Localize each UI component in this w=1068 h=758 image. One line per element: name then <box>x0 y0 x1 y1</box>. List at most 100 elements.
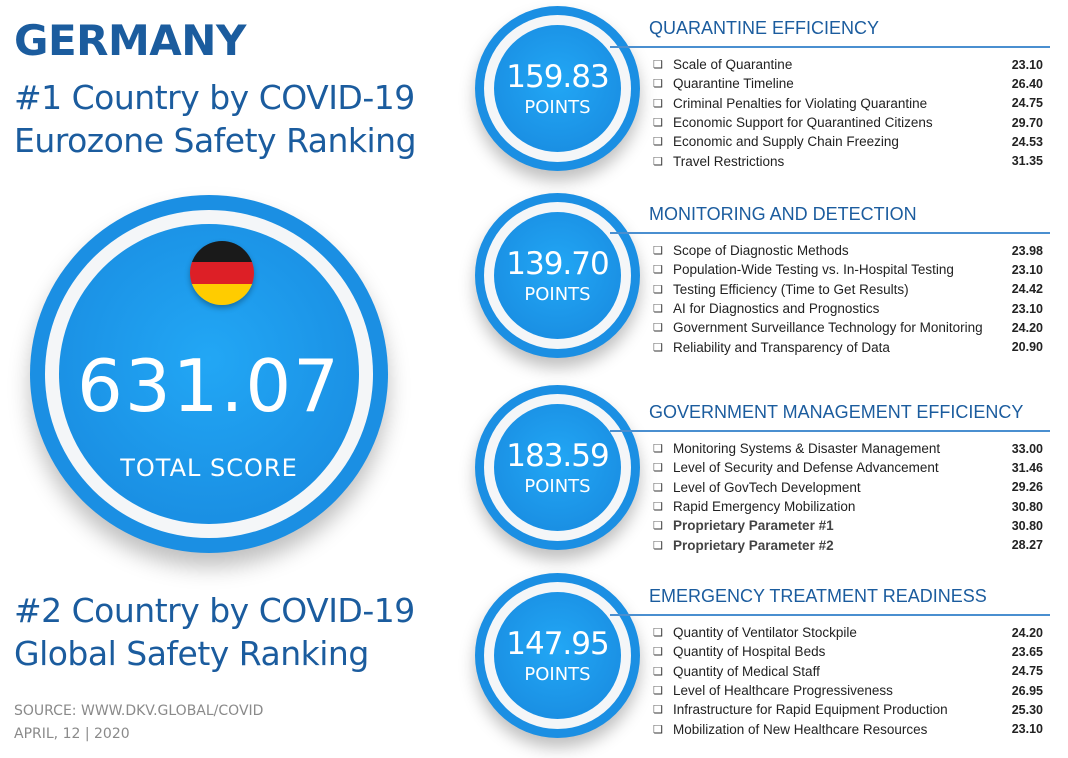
eurozone-rank-line1: #1 Country by COVID-19 <box>14 78 415 117</box>
item-value: 30.80 <box>1011 518 1043 533</box>
item-label: Scale of Quarantine <box>673 57 793 73</box>
list-item: ❏ Quantity of Hospital Beds 23.65 <box>653 642 1043 661</box>
checkbox-icon: ❏ <box>653 136 663 149</box>
item-value: 31.46 <box>1011 460 1043 475</box>
government-management-efficiency-list: ❏ Monitoring Systems & Disaster Manageme… <box>653 439 1043 555</box>
checkbox-icon: ❏ <box>653 245 663 258</box>
government-management-efficiency-points-badge: 183.59 POINTS <box>475 385 640 550</box>
item-label: Criminal Penalties for Violating Quarant… <box>673 95 928 111</box>
list-item: ❏ Criminal Penalties for Violating Quara… <box>653 94 1043 113</box>
checkbox-icon: ❏ <box>653 443 663 456</box>
points-label: POINTS <box>524 97 591 118</box>
item-label: Testing Efficiency (Time to Get Results) <box>673 281 909 297</box>
emergency-treatment-readiness-points-badge: 147.95 POINTS <box>475 573 640 738</box>
list-item: ❏ Proprietary Parameter #1 30.80 <box>653 516 1043 535</box>
checkbox-icon: ❏ <box>653 97 663 110</box>
item-label: Rapid Emergency Mobilization <box>673 499 856 515</box>
list-item: ❏ Quantity of Ventilator Stockpile 24.20 <box>653 623 1043 642</box>
item-value: 23.10 <box>1011 57 1043 72</box>
list-item: ❏ Travel Restrictions 31.35 <box>653 151 1043 170</box>
item-label: Economic and Supply Chain Freezing <box>673 134 899 150</box>
points-value: 183.59 <box>506 438 609 474</box>
monitoring-and-detection-points-badge: 139.70 POINTS <box>475 193 640 358</box>
item-value: 29.26 <box>1011 480 1043 495</box>
list-item: ❏ Monitoring Systems & Disaster Manageme… <box>653 439 1043 458</box>
item-value: 23.65 <box>1011 644 1043 659</box>
list-item: ❏ Scope of Diagnostic Methods 23.98 <box>653 241 1043 260</box>
checkbox-icon: ❏ <box>653 665 663 678</box>
list-item: ❏ Infrastructure for Rapid Equipment Pro… <box>653 700 1043 719</box>
list-item: ❏ Level of GovTech Development 29.26 <box>653 478 1043 497</box>
checkbox-icon: ❏ <box>653 685 663 698</box>
checkbox-icon: ❏ <box>653 501 663 514</box>
section-title-government-management-efficiency: GOVERNMENT MANAGEMENT EFFICIENCY <box>649 402 1024 422</box>
checkbox-icon: ❏ <box>653 303 663 316</box>
monitoring-and-detection-list: ❏ Scope of Diagnostic Methods 23.98 ❏ Po… <box>653 241 1043 357</box>
item-value: 29.70 <box>1011 115 1043 130</box>
list-item: ❏ Proprietary Parameter #2 28.27 <box>653 535 1043 554</box>
list-item: ❏ Rapid Emergency Mobilization 30.80 <box>653 497 1043 516</box>
item-label: Government Surveillance Technology for M… <box>673 320 983 336</box>
list-item: ❏ AI for Diagnostics and Prognostics 23.… <box>653 299 1043 318</box>
item-value: 26.40 <box>1011 76 1043 91</box>
section-divider <box>610 614 1050 616</box>
item-value: 23.10 <box>1011 301 1043 316</box>
checkbox-icon: ❏ <box>653 723 663 736</box>
checkbox-icon: ❏ <box>653 155 663 168</box>
item-label: Scope of Diagnostic Methods <box>673 243 849 259</box>
checkbox-icon: ❏ <box>653 646 663 659</box>
item-value: 33.00 <box>1011 441 1043 456</box>
list-item: ❏ Government Surveillance Technology for… <box>653 318 1043 337</box>
checkbox-icon: ❏ <box>653 704 663 717</box>
list-item: ❏ Level of Security and Defense Advancem… <box>653 458 1043 477</box>
item-label: Proprietary Parameter #1 <box>673 518 834 534</box>
item-value: 23.10 <box>1011 262 1043 277</box>
checkbox-icon: ❏ <box>653 627 663 640</box>
source-text: SOURCE: WWW.DKV.GLOBAL/COVID <box>14 703 264 719</box>
checkbox-icon: ❏ <box>653 78 663 91</box>
section-divider <box>610 232 1050 234</box>
points-label: POINTS <box>524 664 591 685</box>
item-label: Level of Healthcare Progressiveness <box>673 683 893 699</box>
checkbox-icon: ❏ <box>653 264 663 277</box>
section-title-monitoring-and-detection: MONITORING AND DETECTION <box>649 204 917 224</box>
section-title-quarantine-efficiency: QUARANTINE EFFICIENCY <box>649 18 880 38</box>
global-rank-line1: #2 Country by COVID-19 <box>14 591 415 630</box>
item-label: Reliability and Transparency of Data <box>673 339 890 355</box>
total-score-label: TOTAL SCORE <box>120 454 298 482</box>
item-value: 25.30 <box>1011 702 1043 717</box>
checkbox-icon: ❏ <box>653 283 663 296</box>
country-title: GERMANY <box>14 16 246 65</box>
list-item: ❏ Economic Support for Quarantined Citiz… <box>653 113 1043 132</box>
list-item: ❏ Scale of Quarantine 23.10 <box>653 55 1043 74</box>
checkbox-icon: ❏ <box>653 462 663 475</box>
item-label: Monitoring Systems & Disaster Management <box>673 441 941 457</box>
item-label: Quantity of Medical Staff <box>673 663 820 679</box>
list-item: ❏ Quarantine Timeline 26.40 <box>653 74 1043 93</box>
section-title-emergency-treatment-readiness: EMERGENCY TREATMENT READINESS <box>649 586 987 606</box>
quarantine-efficiency-points-badge: 159.83 POINTS <box>475 6 640 171</box>
section-divider <box>610 46 1050 48</box>
points-label: POINTS <box>524 284 591 305</box>
item-value: 20.90 <box>1011 340 1043 355</box>
checkbox-icon: ❏ <box>653 539 663 552</box>
list-item: ❏ Quantity of Medical Staff 24.75 <box>653 662 1043 681</box>
date-text: APRIL, 12 | 2020 <box>14 726 130 742</box>
list-item: ❏ Economic and Supply Chain Freezing 24.… <box>653 132 1043 151</box>
germany-flag-icon <box>190 241 254 305</box>
checkbox-icon: ❏ <box>653 341 663 354</box>
points-label: POINTS <box>524 476 591 497</box>
item-value: 24.75 <box>1011 96 1043 111</box>
item-label: Infrastructure for Rapid Equipment Produ… <box>673 702 948 718</box>
item-label: AI for Diagnostics and Prognostics <box>673 301 880 317</box>
item-value: 31.35 <box>1011 154 1043 169</box>
item-label: Proprietary Parameter #2 <box>673 537 834 553</box>
list-item: ❏ Level of Healthcare Progressiveness 26… <box>653 681 1043 700</box>
list-item: ❏ Reliability and Transparency of Data 2… <box>653 337 1043 356</box>
item-label: Level of GovTech Development <box>673 479 861 495</box>
item-value: 28.27 <box>1011 538 1043 553</box>
checkbox-icon: ❏ <box>653 59 663 72</box>
item-value: 24.20 <box>1011 625 1043 640</box>
item-label: Travel Restrictions <box>673 153 785 169</box>
list-item: ❏ Testing Efficiency (Time to Get Result… <box>653 280 1043 299</box>
